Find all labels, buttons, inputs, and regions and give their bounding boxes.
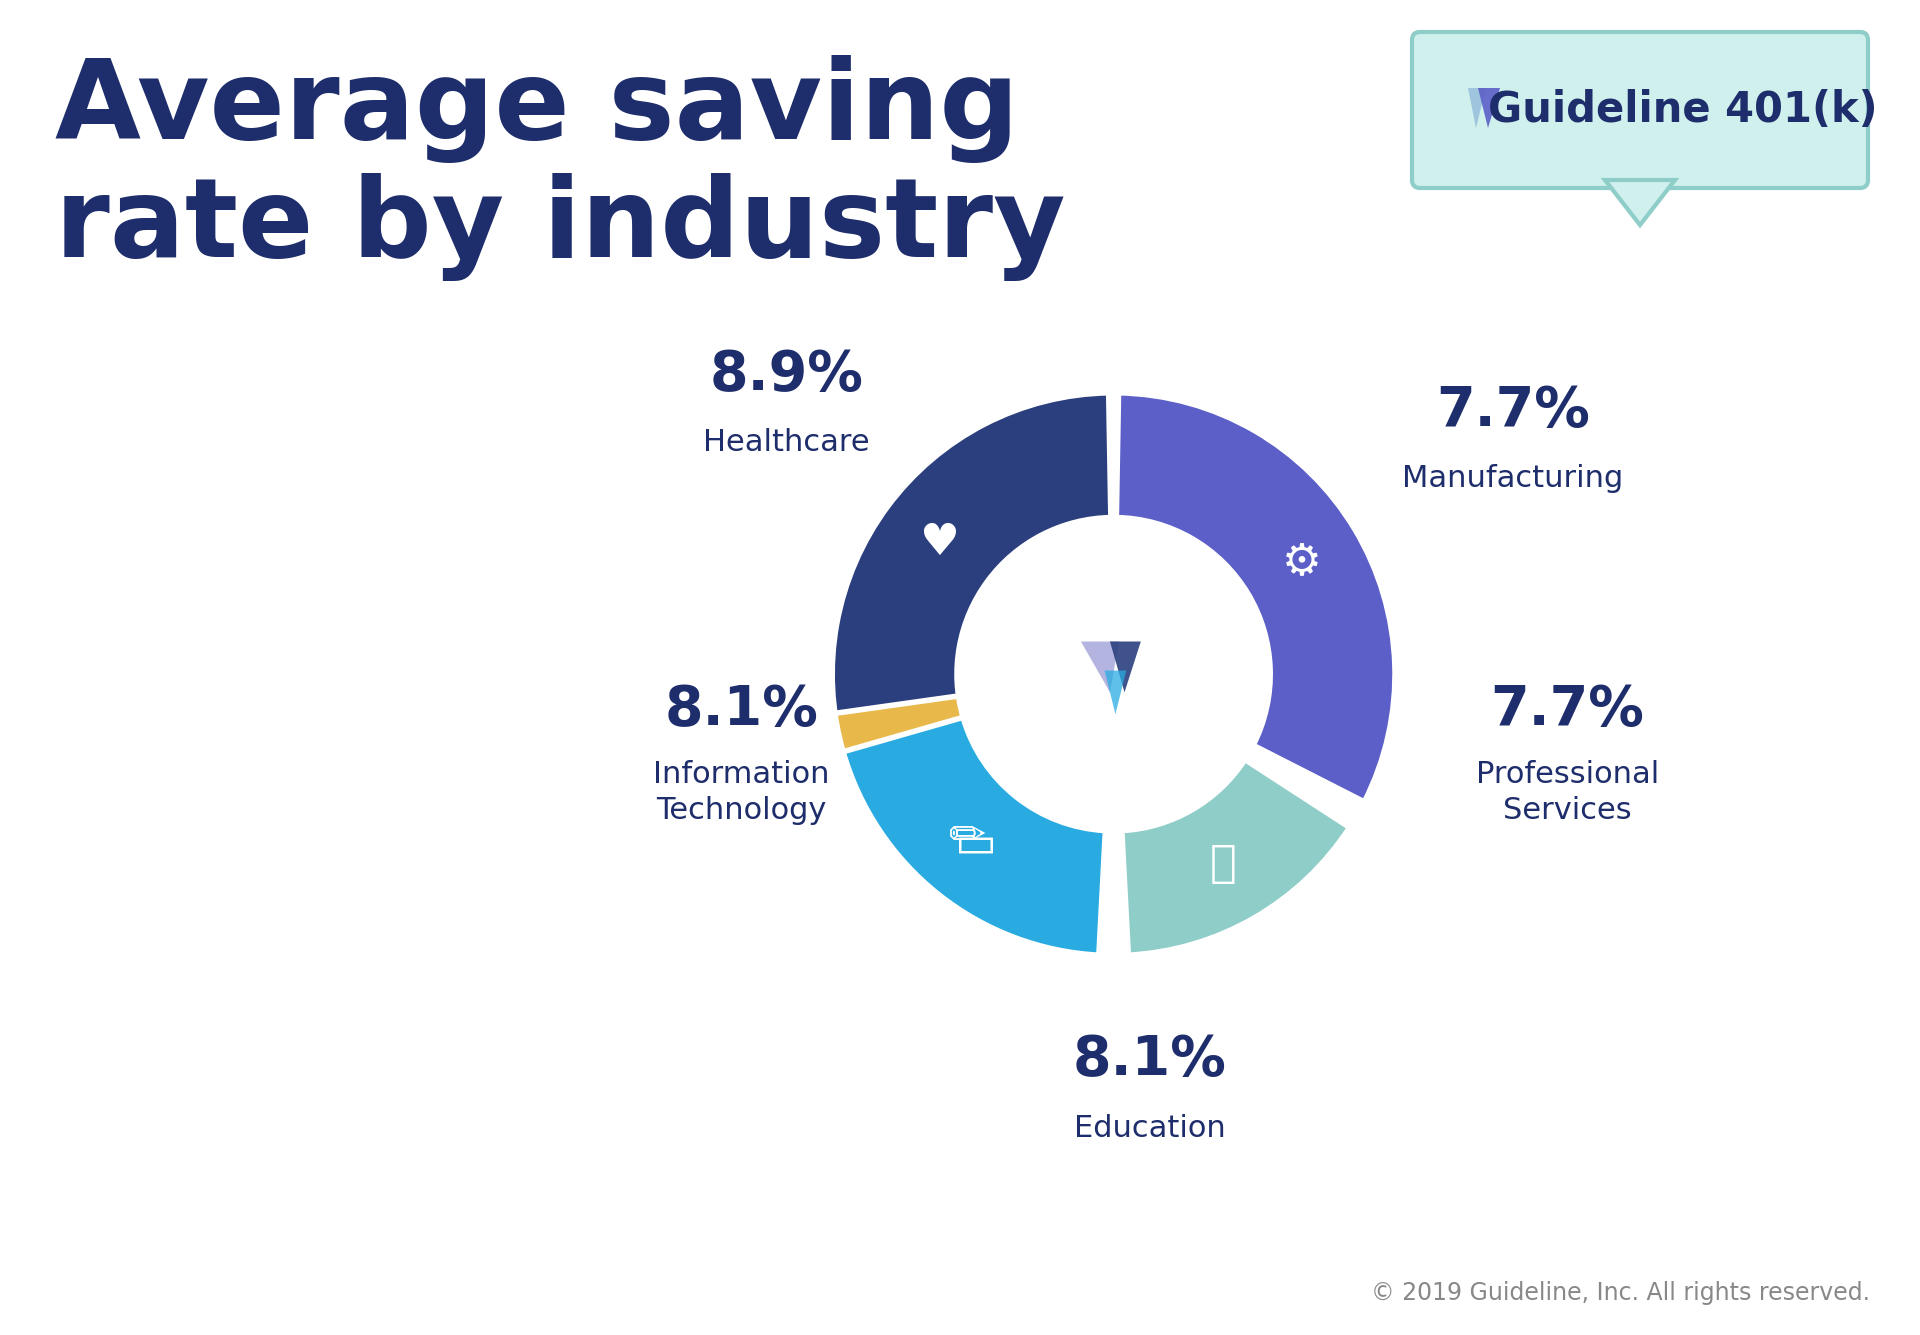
Text: Healthcare: Healthcare <box>703 429 870 457</box>
Text: ♥: ♥ <box>920 521 958 563</box>
Circle shape <box>956 518 1271 830</box>
Wedge shape <box>831 392 1112 752</box>
Polygon shape <box>1605 180 1674 226</box>
Wedge shape <box>1121 760 1350 956</box>
Wedge shape <box>835 696 1106 956</box>
Text: 8.1%: 8.1% <box>1073 1033 1227 1087</box>
Text: Information
Technology: Information Technology <box>653 760 829 825</box>
Text: © 2019 Guideline, Inc. All rights reserved.: © 2019 Guideline, Inc. All rights reserv… <box>1371 1282 1870 1306</box>
Polygon shape <box>1605 160 1674 176</box>
Text: ▭: ▭ <box>954 822 996 866</box>
Text: 7.7%: 7.7% <box>1490 684 1644 737</box>
Polygon shape <box>1081 642 1119 693</box>
Wedge shape <box>843 717 1106 956</box>
Text: 8.9%: 8.9% <box>710 347 864 402</box>
Text: 🤝: 🤝 <box>1210 842 1236 885</box>
Text: ⚙: ⚙ <box>1281 539 1321 583</box>
FancyBboxPatch shape <box>1411 32 1868 188</box>
Text: ✏: ✏ <box>948 816 985 858</box>
Polygon shape <box>1478 88 1500 128</box>
Text: 8.1%: 8.1% <box>664 684 818 737</box>
Text: Guideline 401(k): Guideline 401(k) <box>1488 89 1878 131</box>
Polygon shape <box>1104 670 1127 714</box>
Polygon shape <box>1469 88 1486 128</box>
Text: Education: Education <box>1073 1113 1225 1143</box>
Text: Manufacturing: Manufacturing <box>1402 465 1624 494</box>
Polygon shape <box>1110 642 1140 693</box>
Text: Professional
Services: Professional Services <box>1476 760 1659 825</box>
Text: Average saving
rate by industry: Average saving rate by industry <box>56 55 1066 282</box>
Text: 7.7%: 7.7% <box>1436 384 1590 438</box>
Wedge shape <box>1116 392 1396 802</box>
